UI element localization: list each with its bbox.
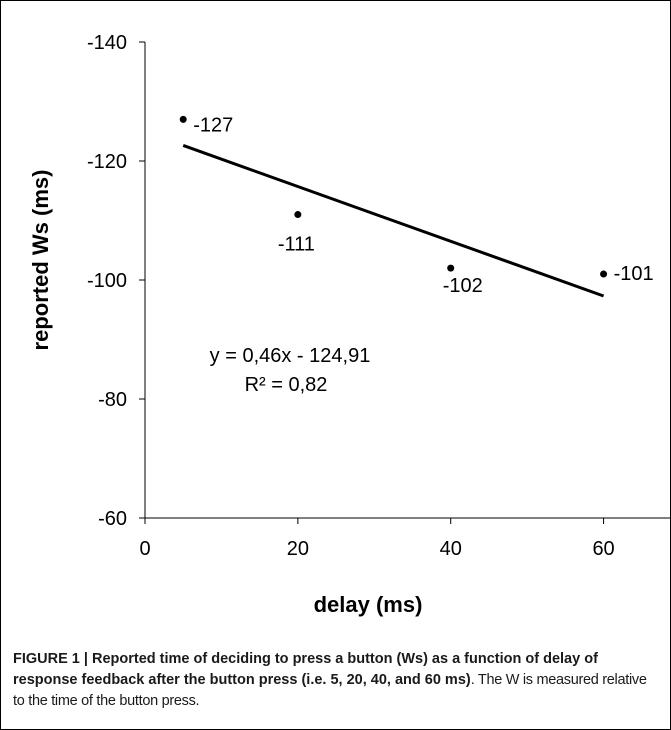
data-point: [294, 211, 302, 219]
y-axis-title: reported Ws (ms): [28, 170, 53, 351]
figure-caption: FIGURE 1 | Reported time of deciding to …: [13, 649, 661, 712]
caption-title: FIGURE 1 | Reported time of deciding to …: [13, 651, 598, 688]
scatter-chart: -140-120-100-80-60 0 20 40 60 -127-111-102-…: [28, 32, 671, 617]
data-point: [179, 115, 187, 123]
y-tick-label: -80: [98, 389, 127, 411]
trendline: [182, 144, 605, 298]
x-tick-label: 20: [287, 538, 309, 560]
y-tick-label: -100: [87, 270, 127, 292]
data-label: -127: [193, 114, 233, 136]
x-ticks: 0 20 40 60: [139, 518, 615, 560]
y-tick-label: -140: [87, 32, 127, 54]
data-point: [600, 270, 608, 278]
data-label: -111: [278, 234, 315, 256]
trendline-equation: y = 0,46x - 124,91: [210, 345, 371, 367]
y-tick-label: -60: [98, 508, 127, 530]
data-label: -101: [614, 263, 654, 285]
caption-text: . The W is measured relative to the time…: [13, 672, 647, 709]
data-label: -102: [443, 275, 483, 297]
data-points: -127 -111 -102 -101: [179, 114, 654, 297]
y-tick-label: -120: [87, 151, 127, 173]
y-ticks: -140 -120 -100 -80 -60: [87, 32, 145, 530]
x-tick-label: 0: [139, 538, 150, 560]
x-axis-title: delay (ms): [314, 592, 423, 617]
x-tick-label: 60: [592, 538, 614, 560]
x-tick-label: 40: [440, 538, 462, 560]
trendline-r-squared: R² = 0,82: [245, 374, 328, 396]
data-point: [447, 264, 455, 272]
